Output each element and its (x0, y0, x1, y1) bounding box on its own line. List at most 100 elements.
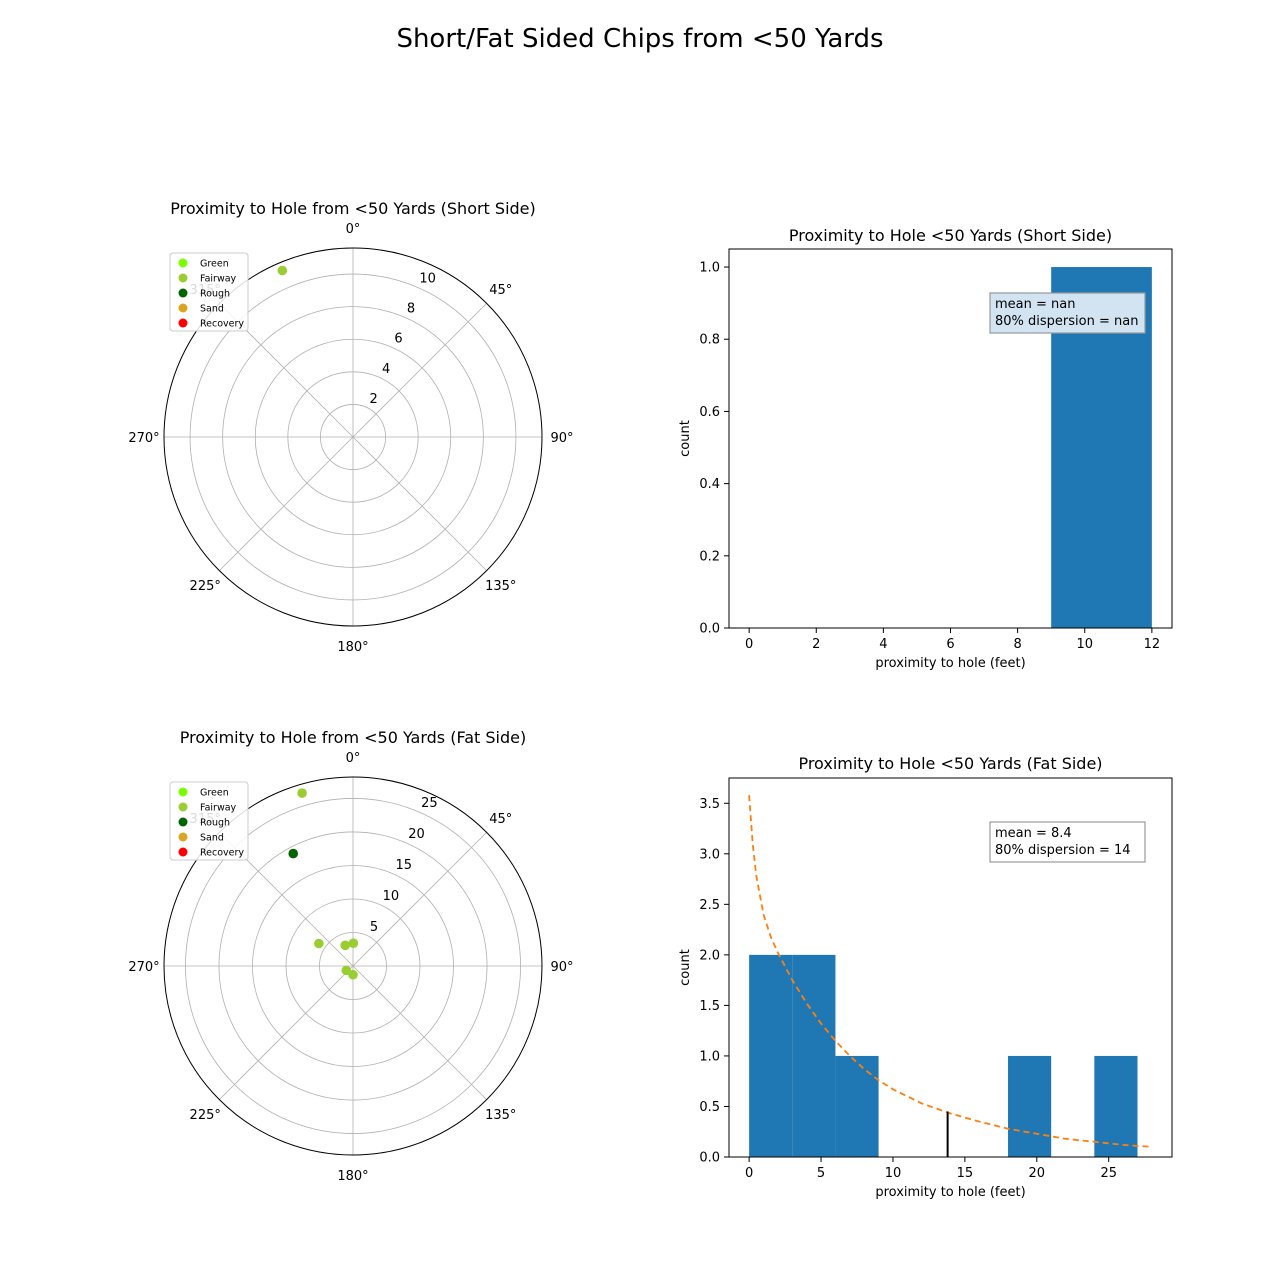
legend-marker-green (178, 787, 188, 797)
radius-tick-label: 4 (382, 362, 390, 377)
radius-tick-label: 5 (370, 920, 378, 935)
fat-side-polar-chart: Proximity to Hole from <50 Yards (Fat Si… (128, 728, 573, 1184)
data-point-fairway (348, 938, 359, 949)
legend-label-green: Green (200, 259, 229, 270)
angle-tick-label: 135° (485, 579, 516, 594)
polar-frame (163, 776, 543, 1156)
chart-title: Proximity to Hole <50 Yards (Short Side) (789, 226, 1112, 245)
x-tick-label: 15 (957, 1166, 974, 1181)
ring-gridline (222, 306, 484, 568)
y-tick-label: 0.2 (699, 549, 720, 564)
ring-gridline (319, 932, 387, 1000)
legend-box (169, 781, 249, 861)
stats-box (989, 821, 1146, 863)
angle-tick-label: 180° (337, 1169, 368, 1184)
histogram-bar (792, 954, 836, 1157)
x-tick-label: 5 (817, 1166, 825, 1181)
stats-dispersion: 80% dispersion = 14 (995, 843, 1131, 858)
radius-tick-label: 6 (394, 332, 402, 347)
radius-tick-label: 2 (369, 392, 377, 407)
x-tick-label: 20 (1029, 1166, 1046, 1181)
legend-marker-fairway (178, 273, 188, 283)
histogram-bar (1094, 1055, 1138, 1157)
legend-marker-sand (178, 832, 188, 842)
y-tick-label: 1.0 (699, 261, 720, 276)
legend-marker-sand (178, 303, 188, 313)
stats-dispersion: 80% dispersion = nan (995, 314, 1138, 329)
spoke-gridline (352, 303, 487, 438)
short-side-polar-chart: Proximity to Hole from <50 Yards (Short … (128, 199, 573, 655)
stats-box (989, 292, 1146, 334)
figure-title: Short/Fat Sided Chips from <50 Yards (396, 24, 883, 54)
chart-title: Proximity to Hole from <50 Yards (Fat Si… (180, 728, 526, 747)
y-tick-label: 2.5 (699, 898, 720, 913)
x-tick-label: 8 (1013, 637, 1021, 652)
legend-marker-recovery (178, 847, 188, 857)
angle-tick-label: 45° (489, 812, 512, 827)
legend-label-fairway: Fairway (200, 274, 237, 285)
y-tick-label: 0.4 (699, 477, 720, 492)
angle-tick-label: 270° (128, 960, 159, 975)
fat-side-histogram: Proximity to Hole <50 Yards (Fat Side) 0 5… (678, 754, 1173, 1200)
y-tick-label: 0.6 (699, 405, 720, 420)
radius-tick-label: 8 (407, 302, 415, 317)
ring-gridline (287, 371, 419, 503)
legend-marker-fairway (178, 802, 188, 812)
angle-tick-label: 270° (128, 431, 159, 446)
histogram-bar (1008, 1055, 1052, 1157)
legend-label-recovery: Recovery (200, 848, 244, 859)
y-tick-label: 3.5 (699, 797, 720, 812)
ring-gridline (218, 831, 488, 1101)
legend-marker-rough (178, 817, 188, 827)
polar-frame (163, 247, 543, 627)
chart-title: Proximity to Hole from <50 Yards (Short … (170, 199, 536, 218)
angle-tick-label: 0° (346, 222, 361, 237)
x-tick-label: 4 (879, 637, 887, 652)
axes-frame (728, 777, 1173, 1158)
x-tick-label: 12 (1144, 637, 1161, 652)
angle-tick-label: 225° (190, 1108, 221, 1123)
ring-gridline (285, 898, 421, 1034)
x-axis-label: proximity to hole (feet) (875, 1185, 1025, 1200)
legend-label-fairway: Fairway (200, 803, 237, 814)
x-tick-label: 10 (1076, 637, 1093, 652)
radius-tick-label: 25 (421, 796, 438, 811)
data-point-fairway (314, 938, 324, 949)
legend-marker-green (178, 258, 188, 268)
spoke-gridline (352, 436, 487, 571)
y-axis-label: count (678, 420, 693, 457)
histogram-bar (749, 954, 793, 1157)
angle-tick-label: 90° (550, 960, 573, 975)
stats-mean: mean = nan (995, 297, 1075, 312)
legend-marker-recovery (178, 318, 188, 328)
y-tick-label: 3.0 (699, 847, 720, 862)
angle-tick-label: 180° (337, 640, 368, 655)
y-tick-label: 0.0 (699, 1151, 720, 1166)
angle-tick-label: 45° (489, 283, 512, 298)
stats-mean: mean = 8.4 (995, 826, 1072, 841)
legend-label-rough: Rough (200, 289, 230, 300)
radius-tick-label: 10 (383, 889, 400, 904)
x-tick-label: 6 (946, 637, 954, 652)
spoke-gridline (219, 965, 354, 1100)
legend-label-rough: Rough (200, 818, 230, 829)
ring-gridline (185, 798, 521, 1134)
legend-label-green: Green (200, 788, 229, 799)
data-point-fairway (340, 940, 351, 951)
data-point-fairway (277, 265, 288, 276)
y-tick-label: 0.8 (699, 333, 720, 348)
radius-tick-label: 15 (395, 858, 412, 873)
ring-gridline (320, 404, 386, 470)
legend-label-recovery: Recovery (200, 319, 244, 330)
radius-tick-label: 20 (408, 827, 425, 842)
y-tick-label: 0.5 (699, 1100, 720, 1115)
short-side-histogram: Proximity to Hole <50 Yards (Short Side)… (678, 226, 1173, 671)
chart-title: Proximity to Hole <50 Yards (Fat Side) (798, 754, 1102, 773)
y-tick-label: 1.5 (699, 999, 720, 1014)
spoke-gridline (352, 965, 487, 1100)
x-tick-label: 2 (812, 637, 820, 652)
radius-tick-label: 10 (419, 271, 436, 286)
y-tick-label: 0.0 (699, 622, 720, 637)
data-point-rough (288, 848, 299, 859)
